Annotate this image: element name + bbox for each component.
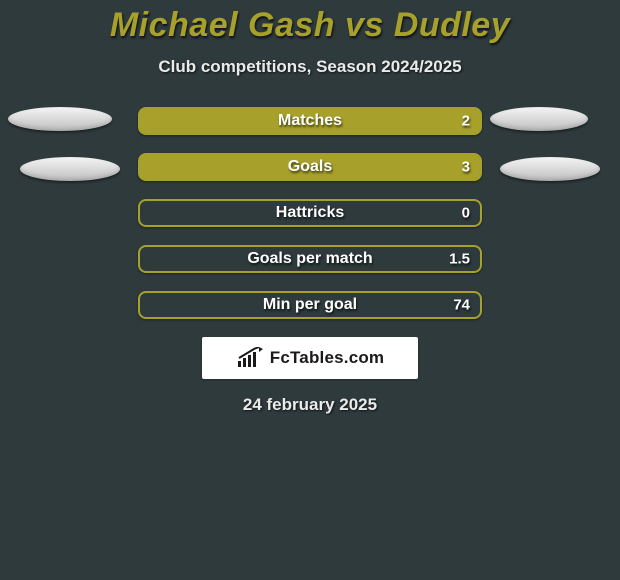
stat-label: Min per goal	[263, 296, 357, 314]
page-subtitle: Club competitions, Season 2024/2025	[0, 57, 620, 77]
ellipse-bottom-right	[500, 157, 600, 181]
stat-label: Hattricks	[276, 204, 344, 222]
ellipse-top-right	[490, 107, 588, 131]
stat-label: Matches	[278, 112, 342, 130]
stats-area: Matches 2 Goals 3 Hattricks 0 Goals per match 1…	[0, 107, 620, 319]
page-title: Michael Gash vs Dudley	[0, 6, 620, 45]
stat-row: Goals per match 1.5	[138, 245, 482, 273]
ellipse-top-left	[8, 107, 112, 131]
stat-row: Matches 2	[138, 107, 482, 135]
stat-value: 0	[462, 205, 470, 222]
stat-label: Goals	[288, 158, 332, 176]
brand-label: FcTables.com	[270, 348, 385, 368]
stat-value: 3	[462, 159, 470, 176]
stat-row: Min per goal 74	[138, 291, 482, 319]
footer-date: 24 february 2025	[0, 395, 620, 415]
stat-value: 1.5	[449, 251, 470, 268]
ellipse-bottom-left	[20, 157, 120, 181]
page-root: Michael Gash vs Dudley Club competitions…	[0, 0, 620, 580]
stat-label: Goals per match	[247, 250, 372, 268]
chart-icon	[236, 347, 266, 369]
stat-row: Hattricks 0	[138, 199, 482, 227]
stat-value: 2	[462, 113, 470, 130]
stat-row: Goals 3	[138, 153, 482, 181]
brand-badge[interactable]: FcTables.com	[202, 337, 418, 379]
stat-value: 74	[453, 297, 470, 314]
